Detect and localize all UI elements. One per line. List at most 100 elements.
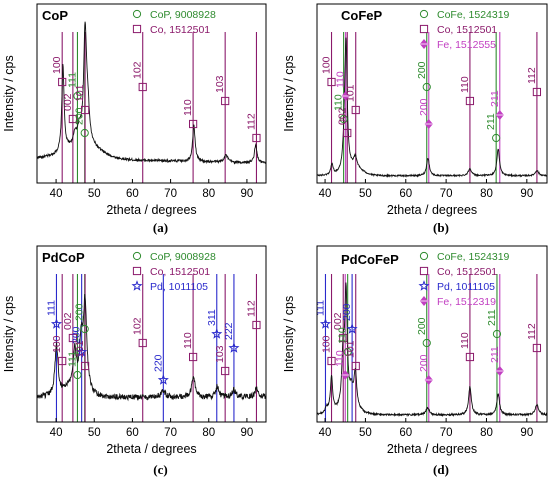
reflection-marker-cop (73, 370, 82, 380)
legend-entry: Co, 1512501 (150, 24, 210, 36)
xrd-pattern-line (316, 282, 548, 418)
sample-title: CoFeP (341, 8, 383, 23)
reflection-marker-co (189, 119, 198, 129)
x-tick-label: 70 (164, 188, 177, 200)
legend-entry: CoFe, 1524319 (437, 251, 510, 263)
legend: CoP, 9008928 Co, 1512501 Pd, 1011105 (131, 251, 216, 293)
legend-entry: CoP, 9008928 (150, 9, 216, 21)
reflection-marker-co (68, 114, 77, 124)
hkl-label: 111 (66, 351, 78, 367)
hkl-label: 101 (74, 340, 86, 358)
hkl-label: 200 (341, 303, 353, 321)
hkl-label: 112 (245, 300, 257, 317)
x-tick-label: 90 (520, 188, 533, 200)
reflection-marker-co (351, 105, 360, 115)
hkl-label: 110 (334, 350, 346, 367)
x-tick-label: 80 (202, 188, 215, 200)
hkl-label: 111 (45, 300, 57, 316)
plot-frame (316, 245, 548, 423)
reflection-marker-cofe (492, 329, 502, 339)
plot-frame (36, 245, 267, 423)
hkl-label: 110 (333, 94, 345, 111)
reflection-marker-co (58, 356, 67, 366)
hkl-label: 100 (321, 56, 333, 74)
x-tick-label: 60 (399, 427, 412, 439)
hkl-label: 101 (345, 84, 357, 102)
hkl-label: 200 (71, 326, 83, 344)
chart-panel-a: 100 002 111 200 101 102 110 103 112 40 50 60 70 80 90 2… (2, 3, 267, 235)
legend-entry: Co, 1512501 (437, 266, 497, 278)
reflection-marker-co (80, 361, 90, 371)
hkl-label: 211 (489, 346, 501, 363)
hkl-label: 112 (526, 67, 538, 84)
hkl-label: 112 (526, 323, 538, 340)
legend-marker (419, 24, 429, 34)
legend: CoFe, 1524319 Co, 1512501 Fe, 1512555 (419, 9, 510, 51)
hkl-label: 211 (486, 309, 498, 326)
reflection-marker-co (327, 356, 336, 366)
legend-marker (418, 280, 430, 291)
hkl-label: 102 (132, 61, 144, 79)
x-tick-label: 50 (88, 188, 101, 200)
reflection-marker-pd (228, 342, 240, 353)
reflection-marker-cofe (422, 338, 431, 348)
reflection-marker-co (343, 128, 352, 138)
reflection-marker-co (532, 87, 542, 97)
x-tick-label: 80 (480, 427, 493, 439)
xrd-pattern-line (36, 21, 267, 165)
reflection-marker-cofe (492, 133, 501, 143)
x-tick-label: 50 (359, 188, 372, 200)
hkl-label: 002 (332, 312, 344, 330)
panel-caption: (b) (433, 220, 449, 235)
x-tick-label: 40 (319, 427, 332, 439)
hkl-label: 200 (416, 61, 428, 79)
x-tick-label: 40 (50, 188, 63, 200)
hkl-label: 110 (337, 327, 349, 344)
reflection-marker-cofe (343, 347, 352, 357)
x-tick-label: 50 (359, 427, 372, 439)
legend-marker (419, 251, 429, 261)
x-tick-label: 90 (241, 188, 254, 200)
xrd-pattern-line (316, 37, 548, 178)
reflection-marker-pd (346, 323, 358, 334)
hkl-label: 311 (206, 309, 218, 326)
reflection-marker-co (138, 338, 147, 348)
hkl-label: 112 (245, 113, 257, 130)
reflection-marker-pd (211, 328, 223, 339)
legend-marker (132, 9, 142, 19)
hkl-label: 110 (182, 332, 194, 349)
chart-panel-d: 1111000021101102001012002001102112111124… (282, 245, 548, 477)
x-tick-label: 70 (440, 188, 453, 200)
panel-caption: (a) (153, 220, 168, 235)
reflection-marker-co (339, 333, 348, 343)
reflection-marker-co (221, 96, 230, 106)
plot-frame (316, 3, 548, 184)
reflection-marker-co (327, 77, 336, 87)
y-axis-label: Intensity / cps (2, 55, 16, 131)
hkl-label: 200 (74, 303, 86, 321)
legend-marker (132, 266, 142, 276)
legend-entry: Fe, 1512319 (437, 296, 496, 308)
hkl-label: 102 (132, 317, 144, 335)
sample-title: PdCoP (42, 250, 85, 265)
sample-title: CoP (42, 8, 68, 23)
reflection-marker-co (58, 77, 67, 87)
plot-frame (36, 3, 267, 184)
hkl-label: 220 (152, 354, 164, 372)
x-tick-label: 80 (480, 188, 493, 200)
reflection-marker-co (252, 320, 261, 330)
xrd-pattern-line (36, 294, 267, 402)
hkl-label: 103 (214, 75, 226, 93)
hkl-label: 110 (182, 99, 194, 116)
legend: CoP, 9008928 Co, 1512501 (132, 9, 216, 36)
reflection-marker-co (465, 352, 475, 362)
hkl-label: 103 (214, 345, 226, 363)
x-axis-label: 2theta / degrees (387, 203, 477, 217)
hkl-label: 200 (418, 98, 430, 116)
hkl-label: 100 (51, 335, 63, 353)
reflection-marker-pd (157, 374, 169, 385)
hkl-label: 110 (459, 332, 471, 349)
hkl-label: 100 (321, 335, 333, 353)
legend-entry: CoP, 9008928 (150, 251, 216, 263)
reflection-marker-co (189, 352, 198, 362)
